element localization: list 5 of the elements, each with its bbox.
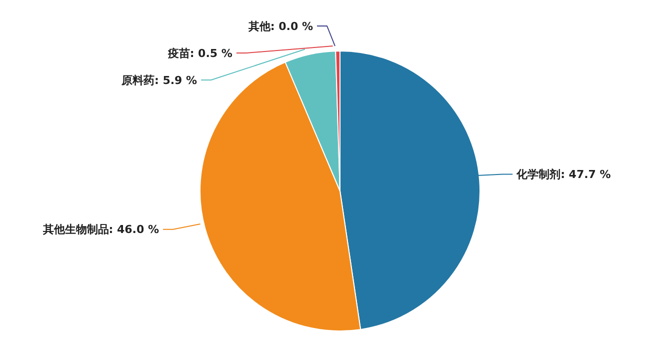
slice-label: 化学制剂: 47.7 % (516, 168, 611, 182)
slice-label: 原料药: 5.9 % (120, 74, 198, 87)
slice-label: 疫苗: 0.5 % (166, 46, 232, 60)
slice-label: 其他生物制品: 46.0 % (42, 223, 159, 236)
category-label: 其他: 0.0 % (248, 20, 313, 33)
